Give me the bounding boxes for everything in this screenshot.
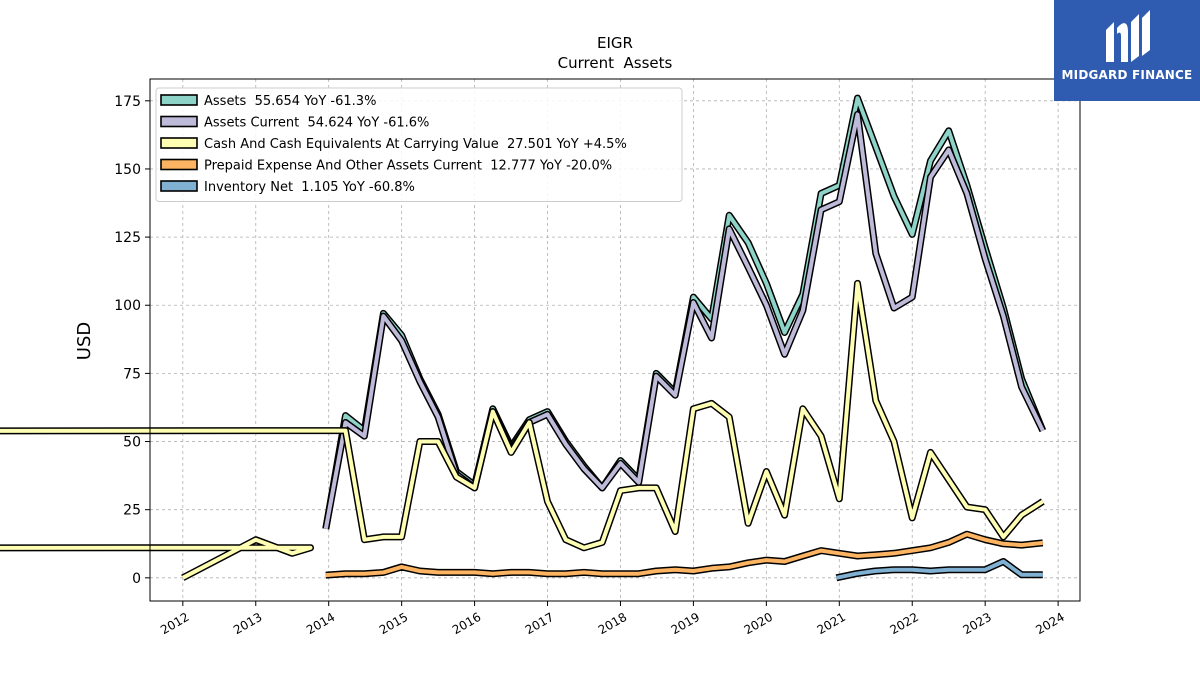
x-tick-label: 2024 (1033, 610, 1066, 637)
series-line (325, 532, 1044, 578)
legend-box (155, 87, 683, 202)
y-tick-label: 50 (123, 435, 141, 451)
y-tick-label: 75 (123, 366, 141, 382)
y-tick-label: 150 (114, 162, 141, 178)
x-tick-label: 2023 (960, 610, 993, 637)
series-5 (835, 558, 1043, 582)
legend-label: Inventory Net 1.105 YoY -60.8% (204, 180, 415, 195)
plot-frame (149, 78, 1081, 602)
legend: Assets 55.654 YoY -61.3% Assets Current 5… (155, 87, 683, 202)
legend-label: Cash And Cash Equivalents At Carrying Va… (204, 137, 627, 152)
x-tick-label: 2018 (596, 610, 629, 637)
series-lines (0, 94, 1047, 582)
brand-name: MIDGARD FINANCE (1061, 68, 1193, 82)
series-2 (322, 110, 1046, 530)
legend-swatch (160, 180, 198, 192)
x-tick-label: 2019 (669, 610, 702, 637)
legend-swatch (160, 115, 198, 128)
y-axis-label: USD (74, 322, 95, 360)
y-tick-label: 125 (114, 230, 141, 246)
x-tick-label: 2022 (888, 610, 921, 637)
legend-label: Prepaid Expense And Other Assets Current… (204, 159, 612, 174)
series-line (0, 281, 1044, 580)
x-tick-label: 2015 (377, 610, 410, 637)
series-line (323, 112, 1045, 530)
series-line (835, 559, 1043, 580)
chart-subtitle: Current Assets (558, 54, 673, 72)
legend-label: Assets Current 54.624 YoY -61.6% (204, 116, 429, 131)
x-tick-label: 2014 (304, 610, 337, 637)
x-tick-label: 2016 (450, 610, 483, 637)
x-tick-label: 2013 (231, 610, 264, 637)
y-tick-label: 100 (114, 298, 141, 314)
x-tick-label: 2017 (523, 610, 556, 637)
series-3 (0, 279, 1045, 581)
y-tick-label: 175 (114, 94, 141, 110)
y-tick-label: 25 (123, 503, 141, 519)
legend-swatch (160, 158, 198, 171)
x-tick-label: 2020 (742, 610, 775, 637)
series-4 (325, 530, 1044, 579)
y-tick-label: 0 (132, 571, 141, 587)
legend-label: Assets 55.654 YoY -61.3% (204, 94, 376, 109)
midgard-logo-icon (1106, 10, 1150, 62)
x-tick-label: 2012 (158, 610, 191, 637)
brand-logo: MIDGARD FINANCE (1054, 0, 1200, 101)
chart-title: EIGR (597, 34, 633, 52)
legend-swatch (160, 137, 198, 149)
legend-swatch (160, 94, 198, 106)
x-tick-label: 2021 (815, 610, 848, 637)
